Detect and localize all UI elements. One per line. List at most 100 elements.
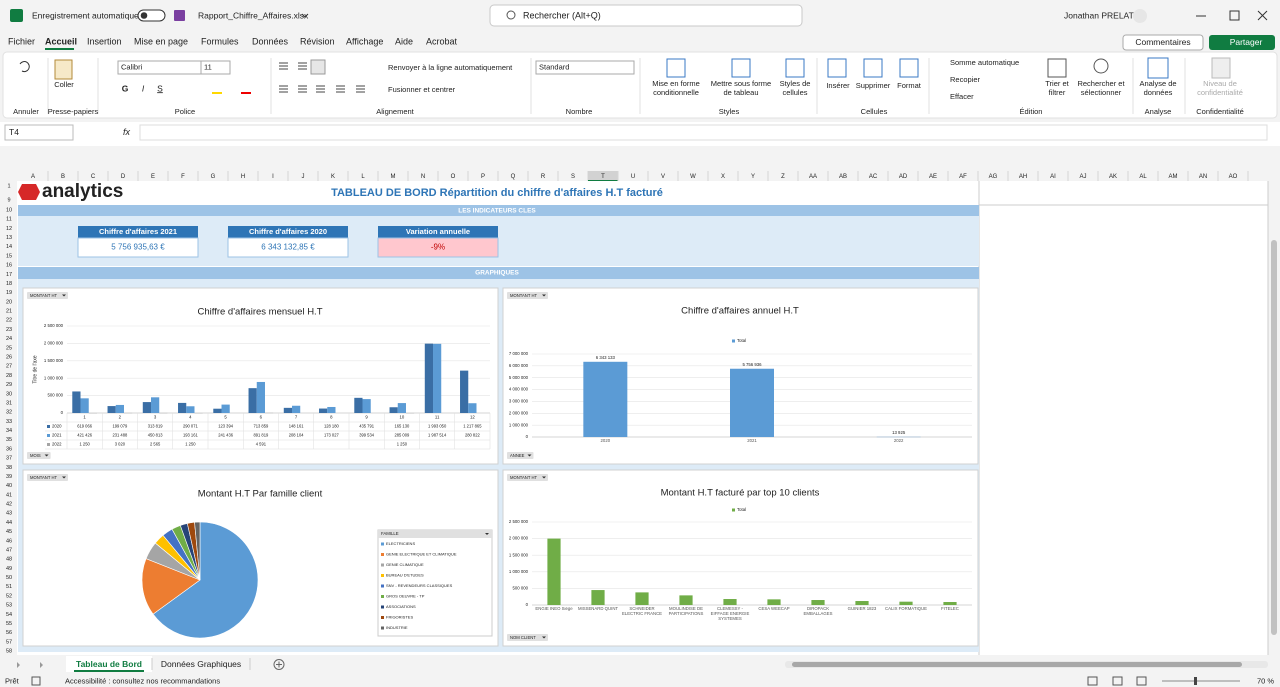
ribbon-button[interactable]: Analyse de données	[1139, 80, 1177, 97]
share-label[interactable]: Partager	[1230, 37, 1263, 47]
underline-button[interactable]: S	[157, 83, 163, 93]
field-button-label[interactable]: MONTANT HT	[30, 475, 58, 480]
ribbon-button[interactable]: Supprimer	[856, 81, 891, 90]
field-button-label[interactable]: MONTANT HT	[510, 293, 538, 298]
field-button-label[interactable]: ANNEE	[510, 453, 525, 458]
zoom-level[interactable]: 70 %	[1257, 676, 1274, 685]
column-header[interactable]: AA	[809, 174, 817, 180]
column-header[interactable]: W	[690, 174, 696, 180]
number-format[interactable]: Standard	[539, 62, 569, 71]
row-header[interactable]: 33	[6, 419, 12, 425]
row-header[interactable]: 41	[6, 492, 12, 498]
column-header[interactable]: Z	[781, 174, 785, 180]
column-header[interactable]: AJ	[1079, 174, 1086, 180]
search-placeholder[interactable]: Rechercher (Alt+Q)	[523, 10, 601, 20]
row-header[interactable]: 52	[6, 593, 12, 599]
column-header[interactable]: K	[331, 174, 335, 180]
row-header[interactable]: 39	[6, 474, 12, 480]
row-header[interactable]: 25	[6, 345, 12, 351]
ribbon-button[interactable]: Mettre sous forme de tableau	[710, 80, 772, 97]
font-size[interactable]: 11	[204, 62, 212, 71]
column-header[interactable]: P	[481, 174, 485, 180]
row-header[interactable]: 47	[6, 547, 12, 553]
column-header[interactable]: AI	[1050, 174, 1056, 180]
row-header[interactable]: 29	[6, 382, 12, 388]
row-header[interactable]: 56	[6, 630, 12, 636]
menu-tab[interactable]: Fichier	[8, 36, 35, 46]
row-header[interactable]: 57	[6, 639, 12, 645]
row-header[interactable]: 1	[7, 183, 10, 189]
row-header[interactable]: 14	[6, 244, 12, 250]
field-button-label[interactable]: MONTANT HT	[510, 475, 538, 480]
column-header[interactable]: AE	[929, 174, 937, 180]
menu-tab[interactable]: Affichage	[346, 36, 383, 46]
column-header[interactable]: AK	[1109, 174, 1117, 180]
row-header[interactable]: 34	[6, 428, 12, 434]
ribbon-button[interactable]: Coller	[54, 81, 74, 89]
column-header[interactable]: X	[721, 174, 725, 180]
column-header[interactable]: D	[121, 174, 126, 180]
column-header[interactable]: N	[421, 174, 425, 180]
column-header[interactable]: A	[31, 174, 35, 180]
row-header[interactable]: 21	[6, 309, 12, 315]
column-header[interactable]: U	[631, 174, 635, 180]
merge-center[interactable]: Fusionner et centrer	[388, 85, 456, 94]
row-header[interactable]: 42	[6, 502, 12, 508]
row-header[interactable]: 43	[6, 511, 12, 517]
ribbon-button[interactable]: Insérer	[826, 81, 850, 90]
row-header[interactable]: 19	[6, 290, 12, 296]
row-header[interactable]: 16	[6, 263, 12, 269]
ribbon-button[interactable]: Rechercher et sélectionner	[1077, 80, 1125, 97]
ribbon-button[interactable]: Format	[897, 81, 922, 90]
column-header[interactable]: AF	[959, 174, 967, 180]
row-header[interactable]: 15	[6, 253, 12, 259]
row-header[interactable]: 9	[7, 197, 10, 203]
ribbon-button[interactable]: Niveau de confidentialité	[1197, 80, 1243, 97]
row-header[interactable]: 17	[6, 272, 12, 278]
row-header[interactable]: 32	[6, 410, 12, 416]
row-header[interactable]: 26	[6, 354, 12, 360]
column-header[interactable]: F	[181, 174, 185, 180]
comments-label[interactable]: Commentaires	[1135, 37, 1190, 47]
fill[interactable]: Recopier	[950, 75, 981, 84]
column-header[interactable]: AD	[899, 174, 908, 180]
menu-tab[interactable]: Formules	[201, 36, 239, 46]
column-header[interactable]: B	[61, 174, 65, 180]
column-header[interactable]: E	[151, 174, 155, 180]
column-header[interactable]: C	[91, 174, 96, 180]
row-header[interactable]: 53	[6, 603, 12, 609]
column-header[interactable]: M	[391, 174, 396, 180]
font-name[interactable]: Calibri	[121, 62, 143, 71]
column-header[interactable]: L	[361, 174, 365, 180]
menu-tab[interactable]: Acrobat	[426, 36, 458, 46]
ribbon-button[interactable]: Trier et filtrer	[1045, 80, 1069, 97]
column-header[interactable]: S	[571, 174, 575, 180]
field-button-label[interactable]: MOIS	[30, 453, 41, 458]
row-header[interactable]: 22	[6, 318, 12, 324]
row-header[interactable]: 35	[6, 437, 12, 443]
row-header[interactable]: 12	[6, 226, 12, 232]
row-header[interactable]: 18	[6, 281, 12, 287]
column-header[interactable]: AM	[1169, 174, 1178, 180]
status-accessibility[interactable]: Accessibilité : consultez nos recommanda…	[65, 676, 220, 685]
column-header[interactable]: J	[302, 174, 305, 180]
column-header[interactable]: T	[601, 174, 605, 180]
column-header[interactable]: AB	[839, 174, 847, 180]
row-header[interactable]: 31	[6, 400, 12, 406]
column-header[interactable]: AN	[1199, 174, 1207, 180]
row-header[interactable]: 51	[6, 584, 12, 590]
legend-title[interactable]: FAMILLE	[381, 531, 399, 536]
ribbon-button[interactable]: Styles de cellules	[779, 80, 811, 97]
row-header[interactable]: 36	[6, 446, 12, 452]
column-header[interactable]: AC	[869, 174, 878, 180]
column-header[interactable]: R	[541, 174, 546, 180]
row-header[interactable]: 55	[6, 621, 12, 627]
field-button-label[interactable]: NOM CLIENT	[510, 635, 536, 640]
row-header[interactable]: 45	[6, 529, 12, 535]
sheet-tab[interactable]: Données Graphiques	[161, 659, 241, 669]
column-header[interactable]: Y	[751, 174, 755, 180]
column-header[interactable]: H	[241, 174, 245, 180]
row-header[interactable]: 28	[6, 373, 12, 379]
row-header[interactable]: 54	[6, 612, 12, 618]
row-header[interactable]: 46	[6, 538, 12, 544]
